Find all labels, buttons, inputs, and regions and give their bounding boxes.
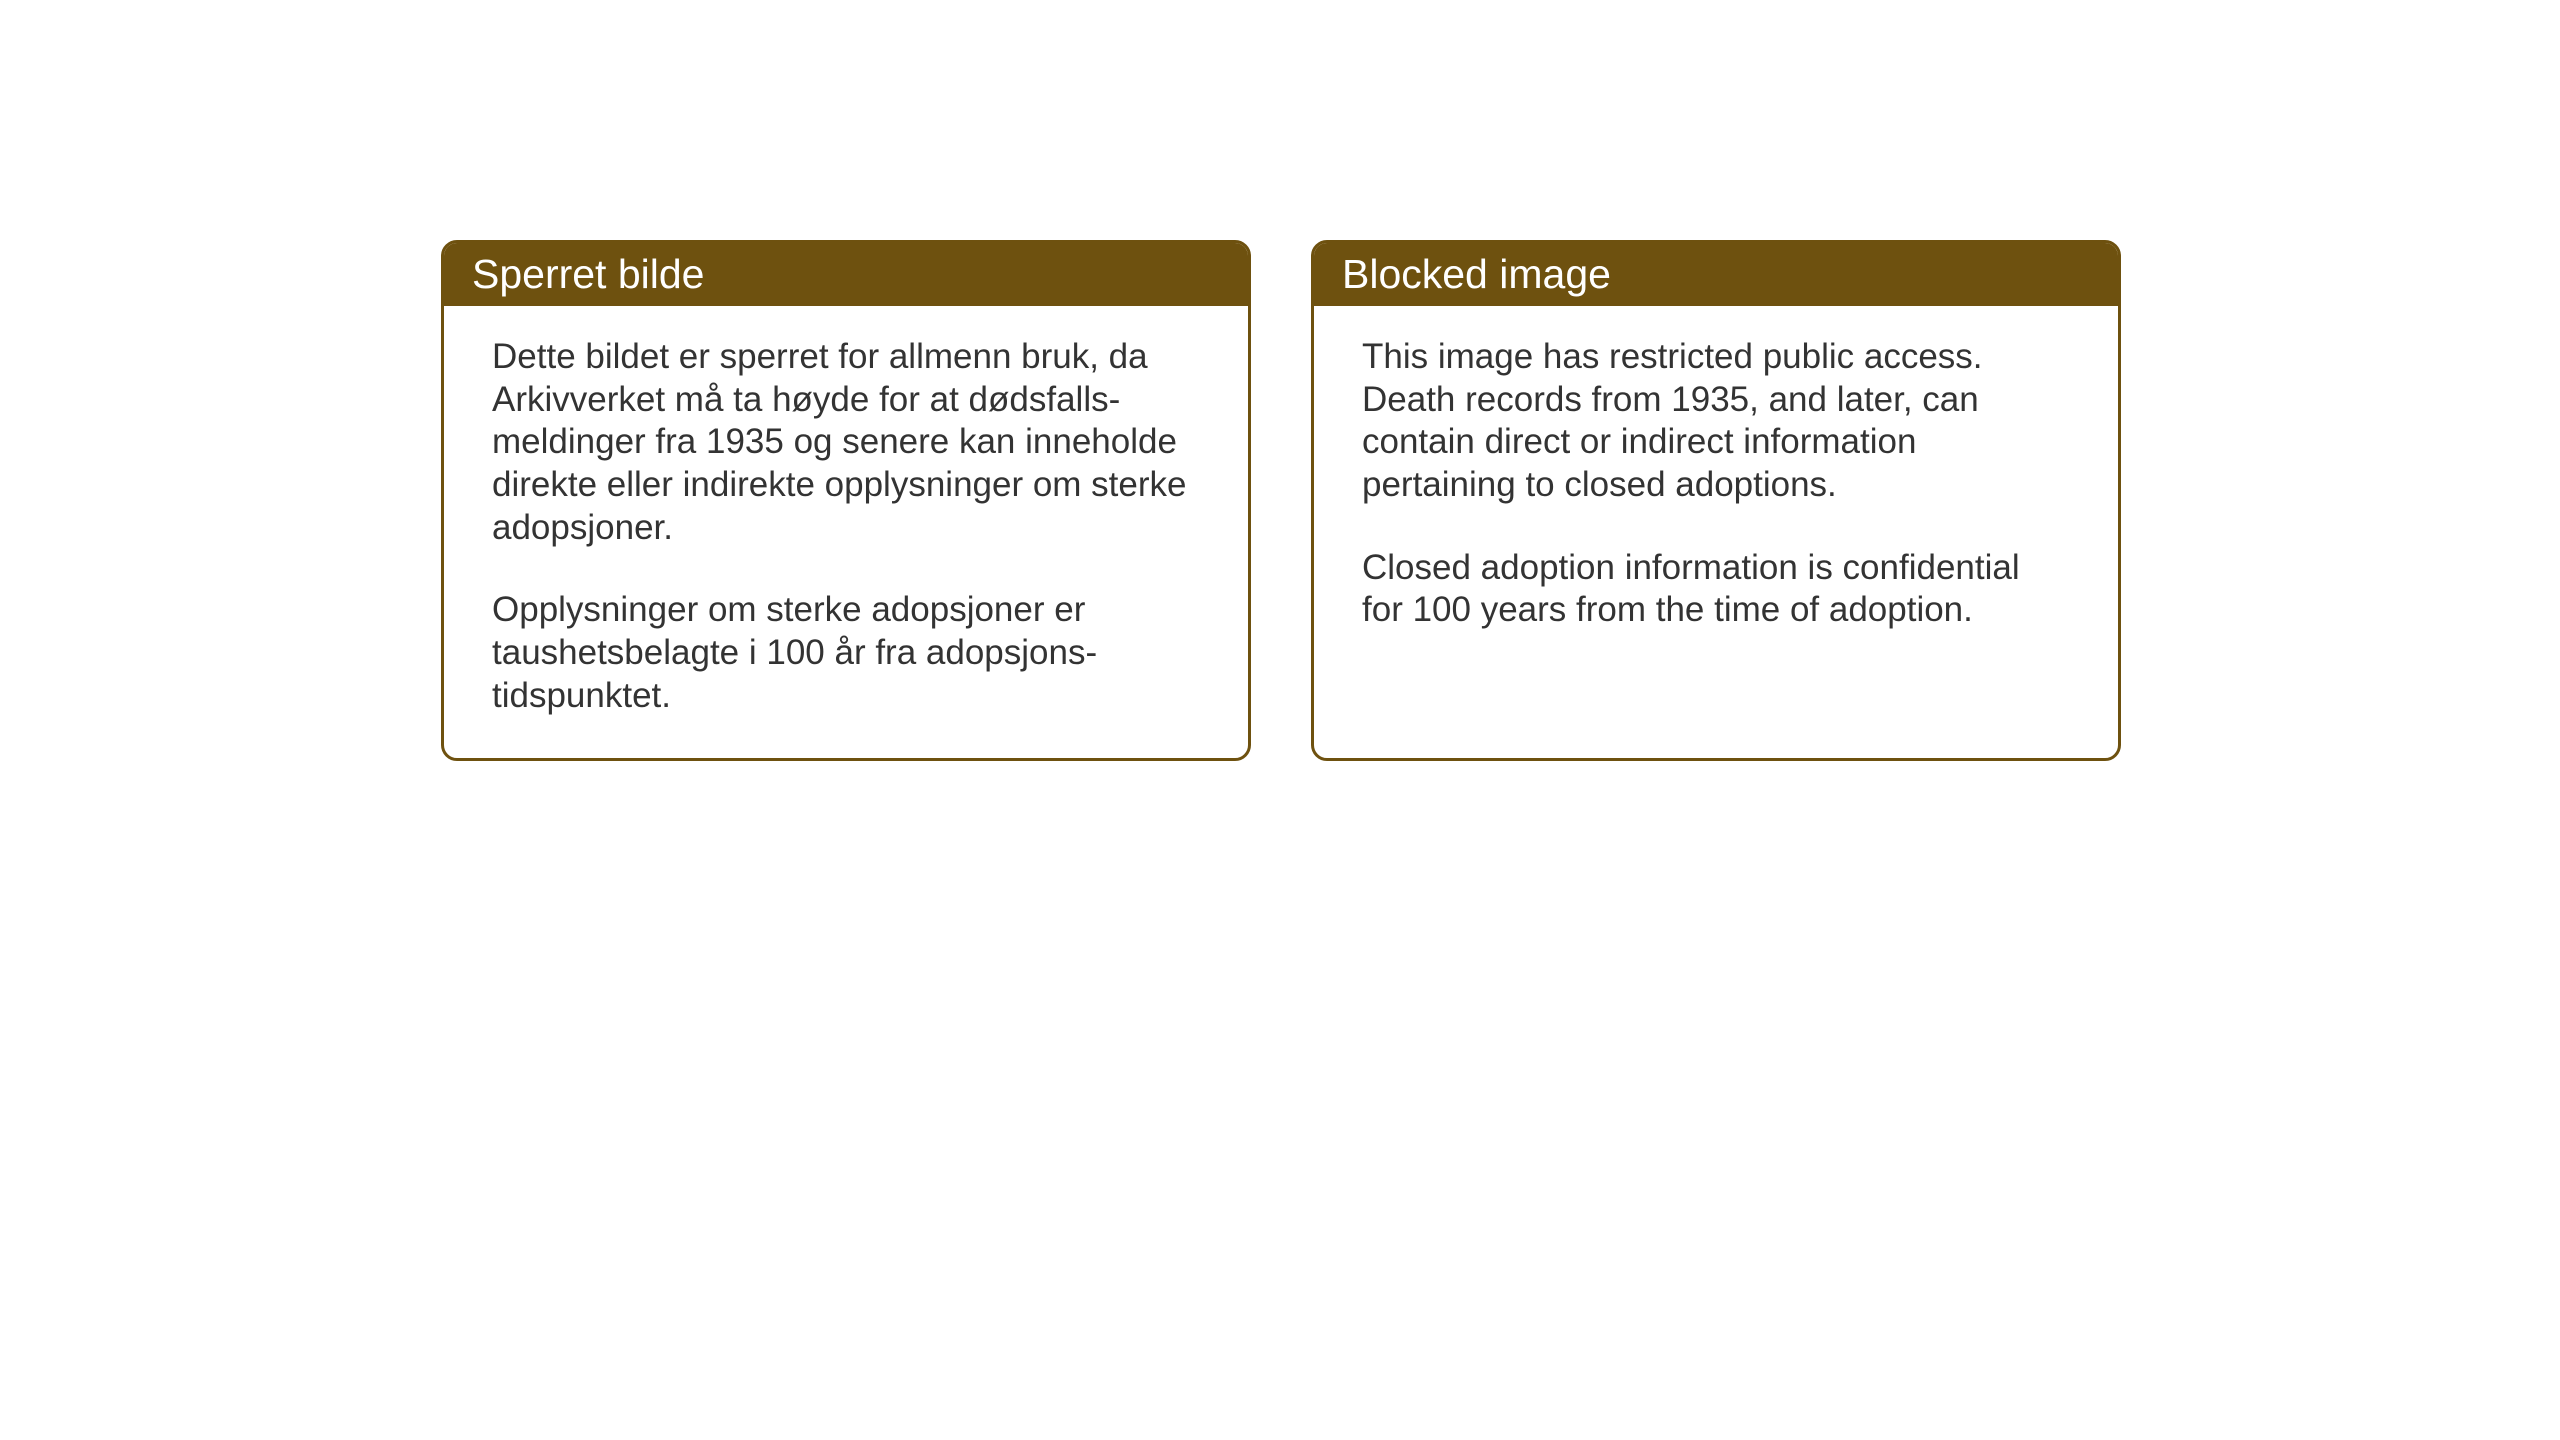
card-english-title: Blocked image: [1342, 251, 1611, 297]
card-english-body: This image has restricted public access.…: [1314, 306, 2118, 746]
cards-container: Sperret bilde Dette bildet er sperret fo…: [441, 240, 2121, 761]
card-english-paragraph-1: This image has restricted public access.…: [1362, 336, 2070, 507]
card-english-header: Blocked image: [1314, 243, 2118, 306]
card-norwegian-body: Dette bildet er sperret for allmenn bruk…: [444, 306, 1248, 758]
card-norwegian-paragraph-1: Dette bildet er sperret for allmenn bruk…: [492, 336, 1200, 549]
card-english-paragraph-2: Closed adoption information is confident…: [1362, 547, 2070, 632]
card-norwegian: Sperret bilde Dette bildet er sperret fo…: [441, 240, 1251, 761]
card-norwegian-header: Sperret bilde: [444, 243, 1248, 306]
card-english: Blocked image This image has restricted …: [1311, 240, 2121, 761]
card-norwegian-paragraph-2: Opplysninger om sterke adopsjoner er tau…: [492, 589, 1200, 717]
card-norwegian-title: Sperret bilde: [472, 251, 704, 297]
